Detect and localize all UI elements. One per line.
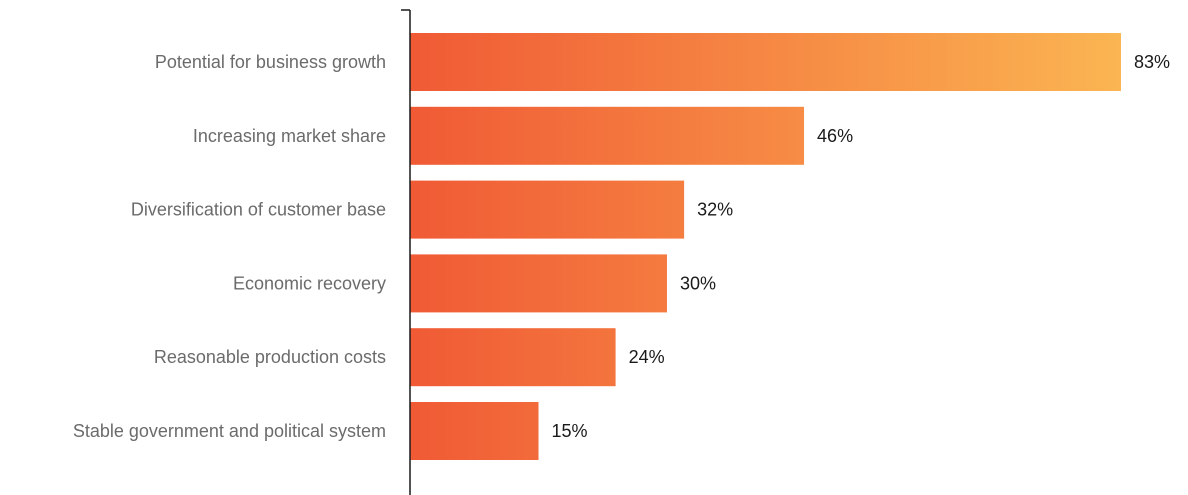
category-label-4: Economic recovery: [233, 273, 386, 293]
value-labels: 83% 46% 32% 30% 24% 15%: [551, 52, 1170, 441]
y-axis: [401, 9, 411, 495]
category-labels: Potential for business growth Increasing …: [73, 52, 386, 441]
category-label-2: Increasing market share: [193, 126, 386, 146]
category-label-6: Stable government and political system: [73, 421, 386, 441]
bar-1: [410, 33, 1121, 91]
value-label-2: 46%: [817, 126, 853, 146]
bar-5: [410, 328, 616, 387]
bar-3: [410, 180, 685, 239]
value-label-5: 24%: [629, 347, 665, 367]
bar-2: [410, 106, 805, 165]
category-label-5: Reasonable production costs: [154, 347, 386, 367]
category-label-3: Diversification of customer base: [131, 200, 386, 220]
bar-6: [410, 402, 539, 460]
bars-layer: [410, 33, 1121, 460]
value-label-3: 32%: [697, 200, 733, 220]
value-label-4: 30%: [680, 273, 716, 293]
value-label-1: 83%: [1134, 52, 1170, 72]
value-label-6: 15%: [551, 421, 587, 441]
category-label-1: Potential for business growth: [155, 52, 386, 72]
bar-4: [410, 254, 667, 313]
